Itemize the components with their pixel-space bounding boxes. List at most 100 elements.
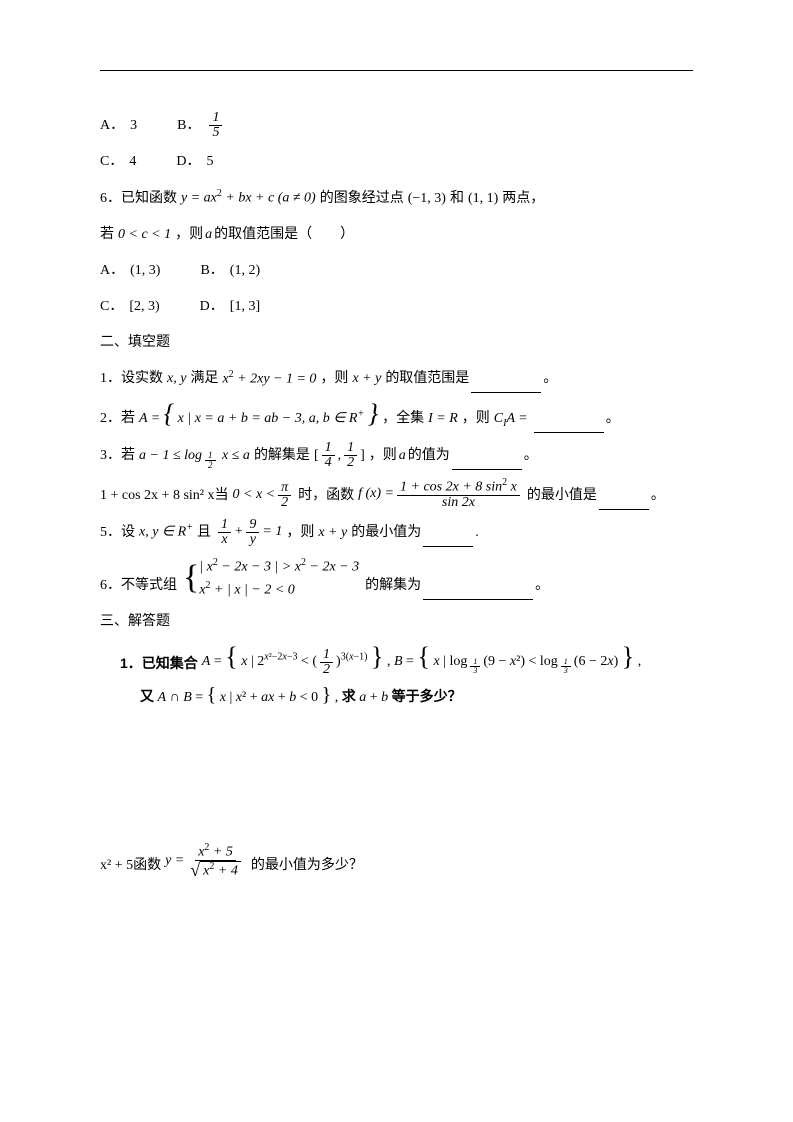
f3-num: 3． (100, 442, 121, 470)
q6-line1: 6． 已知函数 y = ax2 + bx + c (a ≠ 0) 的图象经过点 … (100, 184, 693, 213)
q6-l2c: 的取值范围是（ ） (214, 221, 354, 249)
option-A: A． 3 (100, 112, 137, 140)
f1-t2: 满足 (190, 365, 218, 393)
option-D-label: D． (176, 148, 200, 176)
q6-opts-row1: A． (1, 3) B． (1, 2) (100, 257, 693, 285)
f5-t1: 设 (121, 519, 135, 547)
s2-den-expr: √x2 + 4 (187, 861, 244, 880)
f2: 2． 若 A = { x | x = a + b = ab − 3, a, b … (100, 401, 693, 433)
f1-blank (471, 378, 541, 393)
section-solve: 三、解答题 (100, 608, 693, 636)
q6-opt-A-label: A． (100, 257, 124, 285)
f5-n2: 9 (246, 518, 259, 533)
f3-d2: 2 (344, 456, 357, 470)
f4-t1: 当 (215, 482, 229, 510)
f1-t1: 设实数 (121, 365, 163, 393)
q6-opt-B-val: (1, 2) (230, 257, 260, 285)
option-C-label: C． (100, 148, 123, 176)
q6-cond: 0 < c < 1 (118, 221, 171, 249)
f5-d1: x (218, 533, 230, 547)
f4-fx: f (x) = 1 + cos 2x + 8 sin2 x sin 2x (358, 478, 523, 510)
s1-setA: A = { x | 2x²−2x−3 < (12)3(x−1) } , B = … (202, 644, 641, 677)
q6-opt-B-label: B． (200, 257, 223, 285)
f6-t2: 的解集为 (365, 572, 421, 600)
f1-eq: x2 + 2xy − 1 = 0 (222, 365, 316, 394)
f6-num: 6． (100, 572, 121, 600)
f4-t4: 。 (651, 482, 665, 510)
f4-cond-l: 0 < x < (233, 481, 276, 509)
f5-t5: . (475, 519, 479, 547)
f3-lhs: a − 1 ≤ log12 x ≤ a (139, 442, 250, 471)
f2-t2: ，全集 (382, 405, 424, 433)
option-B-num: 1 (209, 111, 222, 126)
f4-two: 2 (278, 496, 291, 510)
option-B-frac: 1 5 (209, 111, 222, 140)
q6-line2: 若 0 < c < 1 ，则 a 的取值范围是（ ） (100, 221, 693, 249)
q6-opt-C-label: C． (100, 293, 123, 321)
option-B: B． 1 5 (177, 111, 225, 140)
f6-t1: 不等式组 (121, 572, 177, 600)
option-C-value: 4 (129, 148, 136, 176)
q6-l2a: 若 (100, 221, 114, 249)
q6-a: a (205, 221, 212, 249)
f1-t4: 的取值范围是 (385, 365, 469, 393)
f2-A: A = { x | x = a + b = ab − 3, a, b ∈ R+ … (139, 401, 378, 433)
s2-num-expr: x2 + 5 (195, 843, 236, 861)
q5-options-row2: C． 4 D． 5 (100, 148, 693, 176)
f5-t3: ，则 (286, 519, 314, 547)
f5-plus: + (234, 518, 243, 546)
f3-range: [ 14 , 12 ] (314, 441, 365, 470)
option-B-den: 5 (209, 126, 222, 140)
q6-t4: 两点， (502, 185, 544, 213)
s2-num: x² + 5 (100, 852, 133, 880)
f5-t2: 且 (197, 519, 211, 547)
q6-t3: 和 (450, 185, 464, 213)
s1-num: 1． (120, 649, 142, 677)
f3-lhs-b: x ≤ a (219, 448, 250, 463)
option-A-label: A． (100, 112, 124, 140)
q6-t1: 已知函数 (121, 185, 177, 213)
q6-p1: (−1, 3) (408, 185, 446, 213)
f1-num: 1． (100, 365, 121, 393)
f4-num-expr: 1 + cos 2x + 8 sin2 x (397, 478, 520, 496)
f2-I: I = R (428, 405, 458, 433)
f5-num: 5． (100, 519, 121, 547)
f4-t2: 时，函数 (298, 482, 354, 510)
f6-blank (423, 585, 533, 600)
f2-blank (534, 418, 604, 433)
f5-xy: x, y ∈ R+ (139, 518, 193, 547)
f4-cond: 0 < x < π2 (233, 481, 295, 510)
q6-t2: 的图象经过点 (320, 185, 404, 213)
f5-t4: 的最小值为 (351, 519, 421, 547)
f1: 1． 设实数 x, y 满足 x2 + 2xy − 1 = 0 ，则 x + y… (100, 365, 693, 394)
option-D-value: 5 (206, 148, 213, 176)
f1-xy: x, y (167, 365, 186, 393)
q6-opt-A-val: (1, 3) (130, 257, 160, 285)
f1-t3: ，则 (320, 365, 348, 393)
f3-t3: ，则 (369, 442, 397, 470)
f3-comma: , (338, 442, 342, 470)
q5-options-row1: A． 3 B． 1 5 (100, 111, 693, 140)
s2-y: y = (165, 847, 184, 875)
q6-opt-A: A． (1, 3) (100, 257, 160, 285)
f6-system: { | x2 − 2x − 3 | > x2 − 2x − 3 x2 + | x… (183, 555, 359, 600)
s1-t1: 已知集合 (142, 649, 198, 677)
f6-r2: x2 + | x | − 2 < 0 (199, 578, 359, 601)
q6-opt-B: B． (1, 2) (200, 257, 260, 285)
f3-blank (452, 455, 522, 470)
f6-r1: | x2 − 2x − 3 | > x2 − 2x − 3 (199, 555, 359, 578)
f3-base-d: 2 (205, 461, 216, 470)
s2-t1: 函数 (133, 852, 161, 880)
f3: 3． 若 a − 1 ≤ log12 x ≤ a 的解集是 [ 14 , 12 … (100, 441, 693, 470)
q6-opt-D: D． [1, 3] (200, 293, 260, 321)
f3-t4: 的值为 (408, 442, 450, 470)
f3-t1: 若 (121, 442, 135, 470)
spacer (100, 715, 693, 835)
f4-den-expr: sin 2x (439, 496, 478, 510)
option-B-label: B． (177, 112, 200, 140)
f3-t5: 。 (524, 442, 538, 470)
f3-a: a (399, 442, 406, 470)
s2-eq: y = x2 + 5 √x2 + 4 (165, 843, 247, 880)
q6-opt-D-val: [1, 3] (230, 293, 260, 321)
f1-t5: 。 (543, 365, 557, 393)
